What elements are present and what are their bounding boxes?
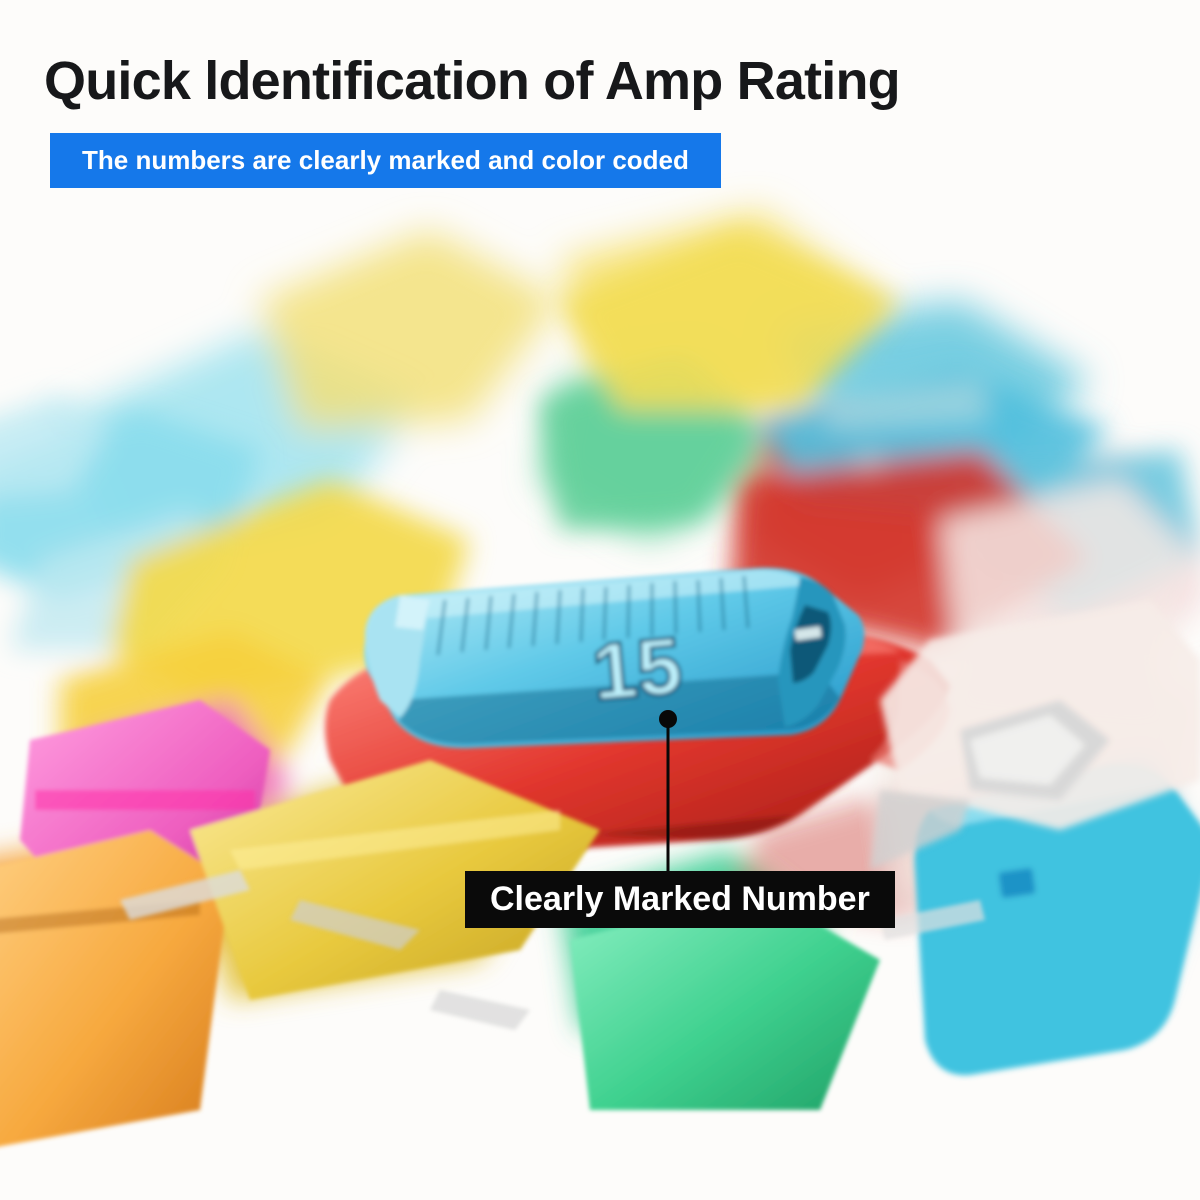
svg-text:15: 15 [589,621,685,717]
